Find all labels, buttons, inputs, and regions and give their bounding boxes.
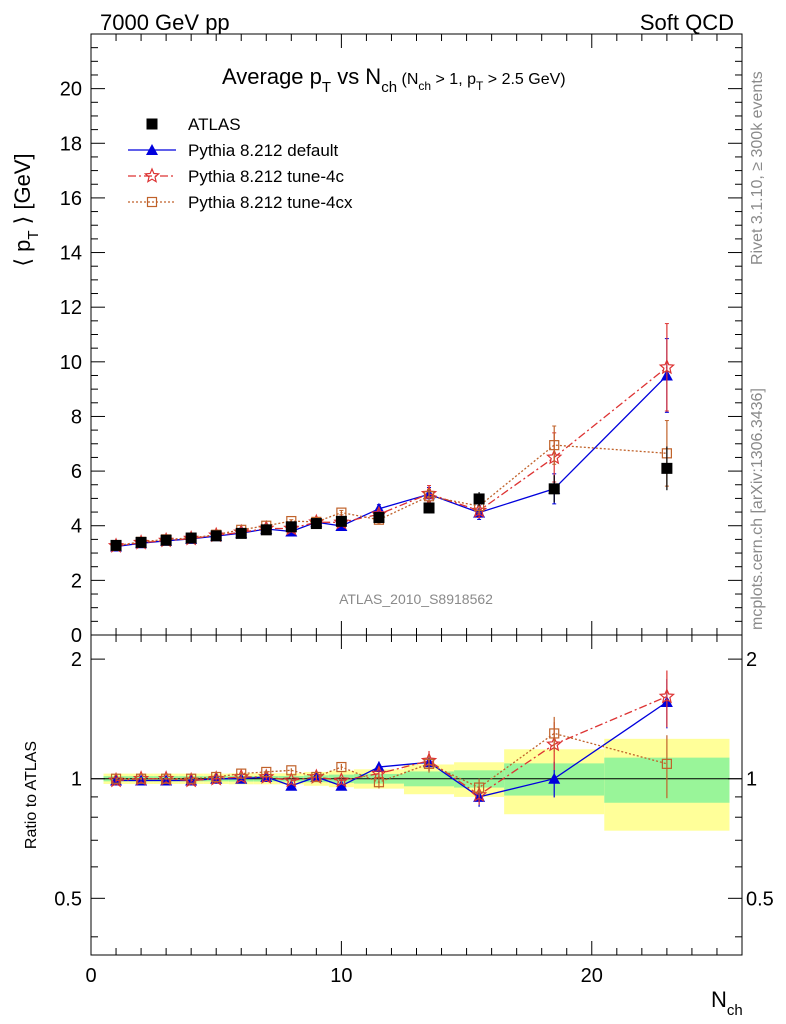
data-point: [185, 532, 197, 544]
data-point: [473, 493, 485, 505]
ratio-tick-label-right: 1: [746, 769, 757, 791]
ratio-axis-label: Ratio to ATLAS: [23, 741, 40, 849]
ratio-tick-label-right: 0.5: [746, 888, 774, 910]
ratio-point: [161, 773, 172, 784]
legend: ATLAS Pythia 8.212 default Pythia 8.212 tu…: [128, 115, 353, 212]
plot-title: Average pT vs Nch (Nch > 1, pT > 2.5 GeV…: [222, 64, 566, 96]
series-line: [115, 444, 667, 547]
ratio-point: [285, 779, 298, 791]
y-tick-label: 2: [71, 570, 82, 592]
data-point: [235, 527, 247, 539]
ratio-point: [423, 758, 435, 769]
ratio-point: [135, 773, 147, 784]
data-point: [548, 483, 560, 495]
series-layer: [107, 323, 676, 807]
y-axis-label: ⟨ pT ⟩ [GeV]: [10, 153, 42, 266]
series-pythia-8-212-tune-4cx: [110, 420, 672, 799]
ratio-point: [311, 771, 322, 783]
legend-entry-pythia-8-212-default: Pythia 8.212 default: [128, 141, 339, 160]
ratio-point: [286, 765, 297, 776]
data-point: [658, 358, 676, 375]
ratio-tick-label-right: 2: [746, 649, 757, 671]
ratio-point: [261, 766, 272, 778]
y-tick-label: 20: [60, 79, 82, 101]
x-tick-label: 0: [85, 965, 96, 987]
y-tick-label: 8: [71, 406, 82, 428]
legend-marker: [146, 144, 158, 155]
x-tick-label: 20: [581, 965, 603, 987]
data-point: [210, 530, 222, 542]
ratio-point: [470, 786, 488, 802]
data-point: [110, 539, 122, 551]
x-axis-label: Nch: [711, 987, 743, 1019]
ratio-point: [186, 773, 197, 784]
data-point: [549, 440, 560, 451]
mcplots-label: mcplots.cern.ch [arXiv:1306.3436]: [749, 388, 766, 630]
ratio-point: [335, 779, 348, 791]
header-category: Soft QCD: [640, 10, 734, 35]
legend-label: Pythia 8.212 default: [188, 141, 339, 160]
y-tick-label: 10: [60, 352, 82, 374]
data-point: [423, 502, 435, 514]
y-tick-label: 16: [60, 188, 82, 210]
y-tick-label: 14: [60, 243, 82, 265]
rivet-version-label: Rivet 3.1.10, ≥ 300k events: [749, 71, 766, 265]
ratio-point: [373, 777, 385, 788]
ratio-tick-label: 0.5: [54, 888, 82, 910]
header-energy: 7000 GeV pp: [100, 10, 230, 35]
y-tick-label: 0: [71, 625, 82, 647]
legend-label: Pythia 8.212 tune-4c: [188, 167, 344, 186]
data-point: [661, 462, 673, 474]
data-uncertainty-bands: [103, 738, 730, 831]
data-point: [373, 512, 385, 524]
ratio-point: [548, 772, 561, 784]
series-line: [115, 366, 668, 547]
analysis-watermark: ATLAS_2010_S8918562: [339, 591, 493, 607]
data-point: [135, 536, 147, 548]
data-point: [310, 518, 322, 530]
ratio-point: [110, 773, 122, 784]
legend-marker: [146, 118, 158, 130]
y-tick-label: 6: [71, 461, 82, 483]
legend-label: Pythia 8.212 tune-4cx: [188, 193, 353, 212]
data-point: [260, 524, 272, 536]
ratio-tick-label: 1: [71, 769, 82, 791]
ratio-point: [336, 761, 347, 773]
ratio-point: [283, 771, 300, 788]
ratio-point: [211, 771, 222, 783]
series-pythia-8-212-default: [110, 338, 673, 807]
x-tick-label: 10: [330, 965, 352, 987]
legend-marker: [143, 167, 161, 183]
y-tick-label: 4: [71, 516, 82, 538]
legend-entry-atlas: ATLAS: [146, 115, 241, 134]
ratio-point: [236, 768, 247, 779]
y-tick-label: 18: [60, 133, 82, 155]
data-point: [285, 521, 297, 533]
ratio-point: [473, 782, 485, 793]
series-line: [115, 375, 668, 548]
ratio-series-line: [115, 695, 668, 796]
legend-entry-pythia-8-212-tune-4cx: Pythia 8.212 tune-4cx: [128, 193, 353, 212]
legend-entry-pythia-8-212-tune-4c: Pythia 8.212 tune-4c: [128, 167, 344, 186]
ratio-point: [333, 771, 350, 788]
data-point: [423, 491, 435, 502]
legend-label: ATLAS: [188, 115, 241, 134]
y-tick-label: 12: [60, 297, 82, 319]
ratio-point: [658, 687, 676, 704]
series-pythia-8-212-tune-4c: [107, 323, 676, 805]
series-atlas: [110, 446, 673, 551]
ratio-point: [661, 758, 672, 769]
data-point: [160, 534, 172, 546]
legend-marker: [146, 196, 158, 208]
ratio-point: [549, 728, 560, 739]
ratio-tick-label: 2: [71, 649, 82, 671]
data-point: [335, 515, 347, 527]
